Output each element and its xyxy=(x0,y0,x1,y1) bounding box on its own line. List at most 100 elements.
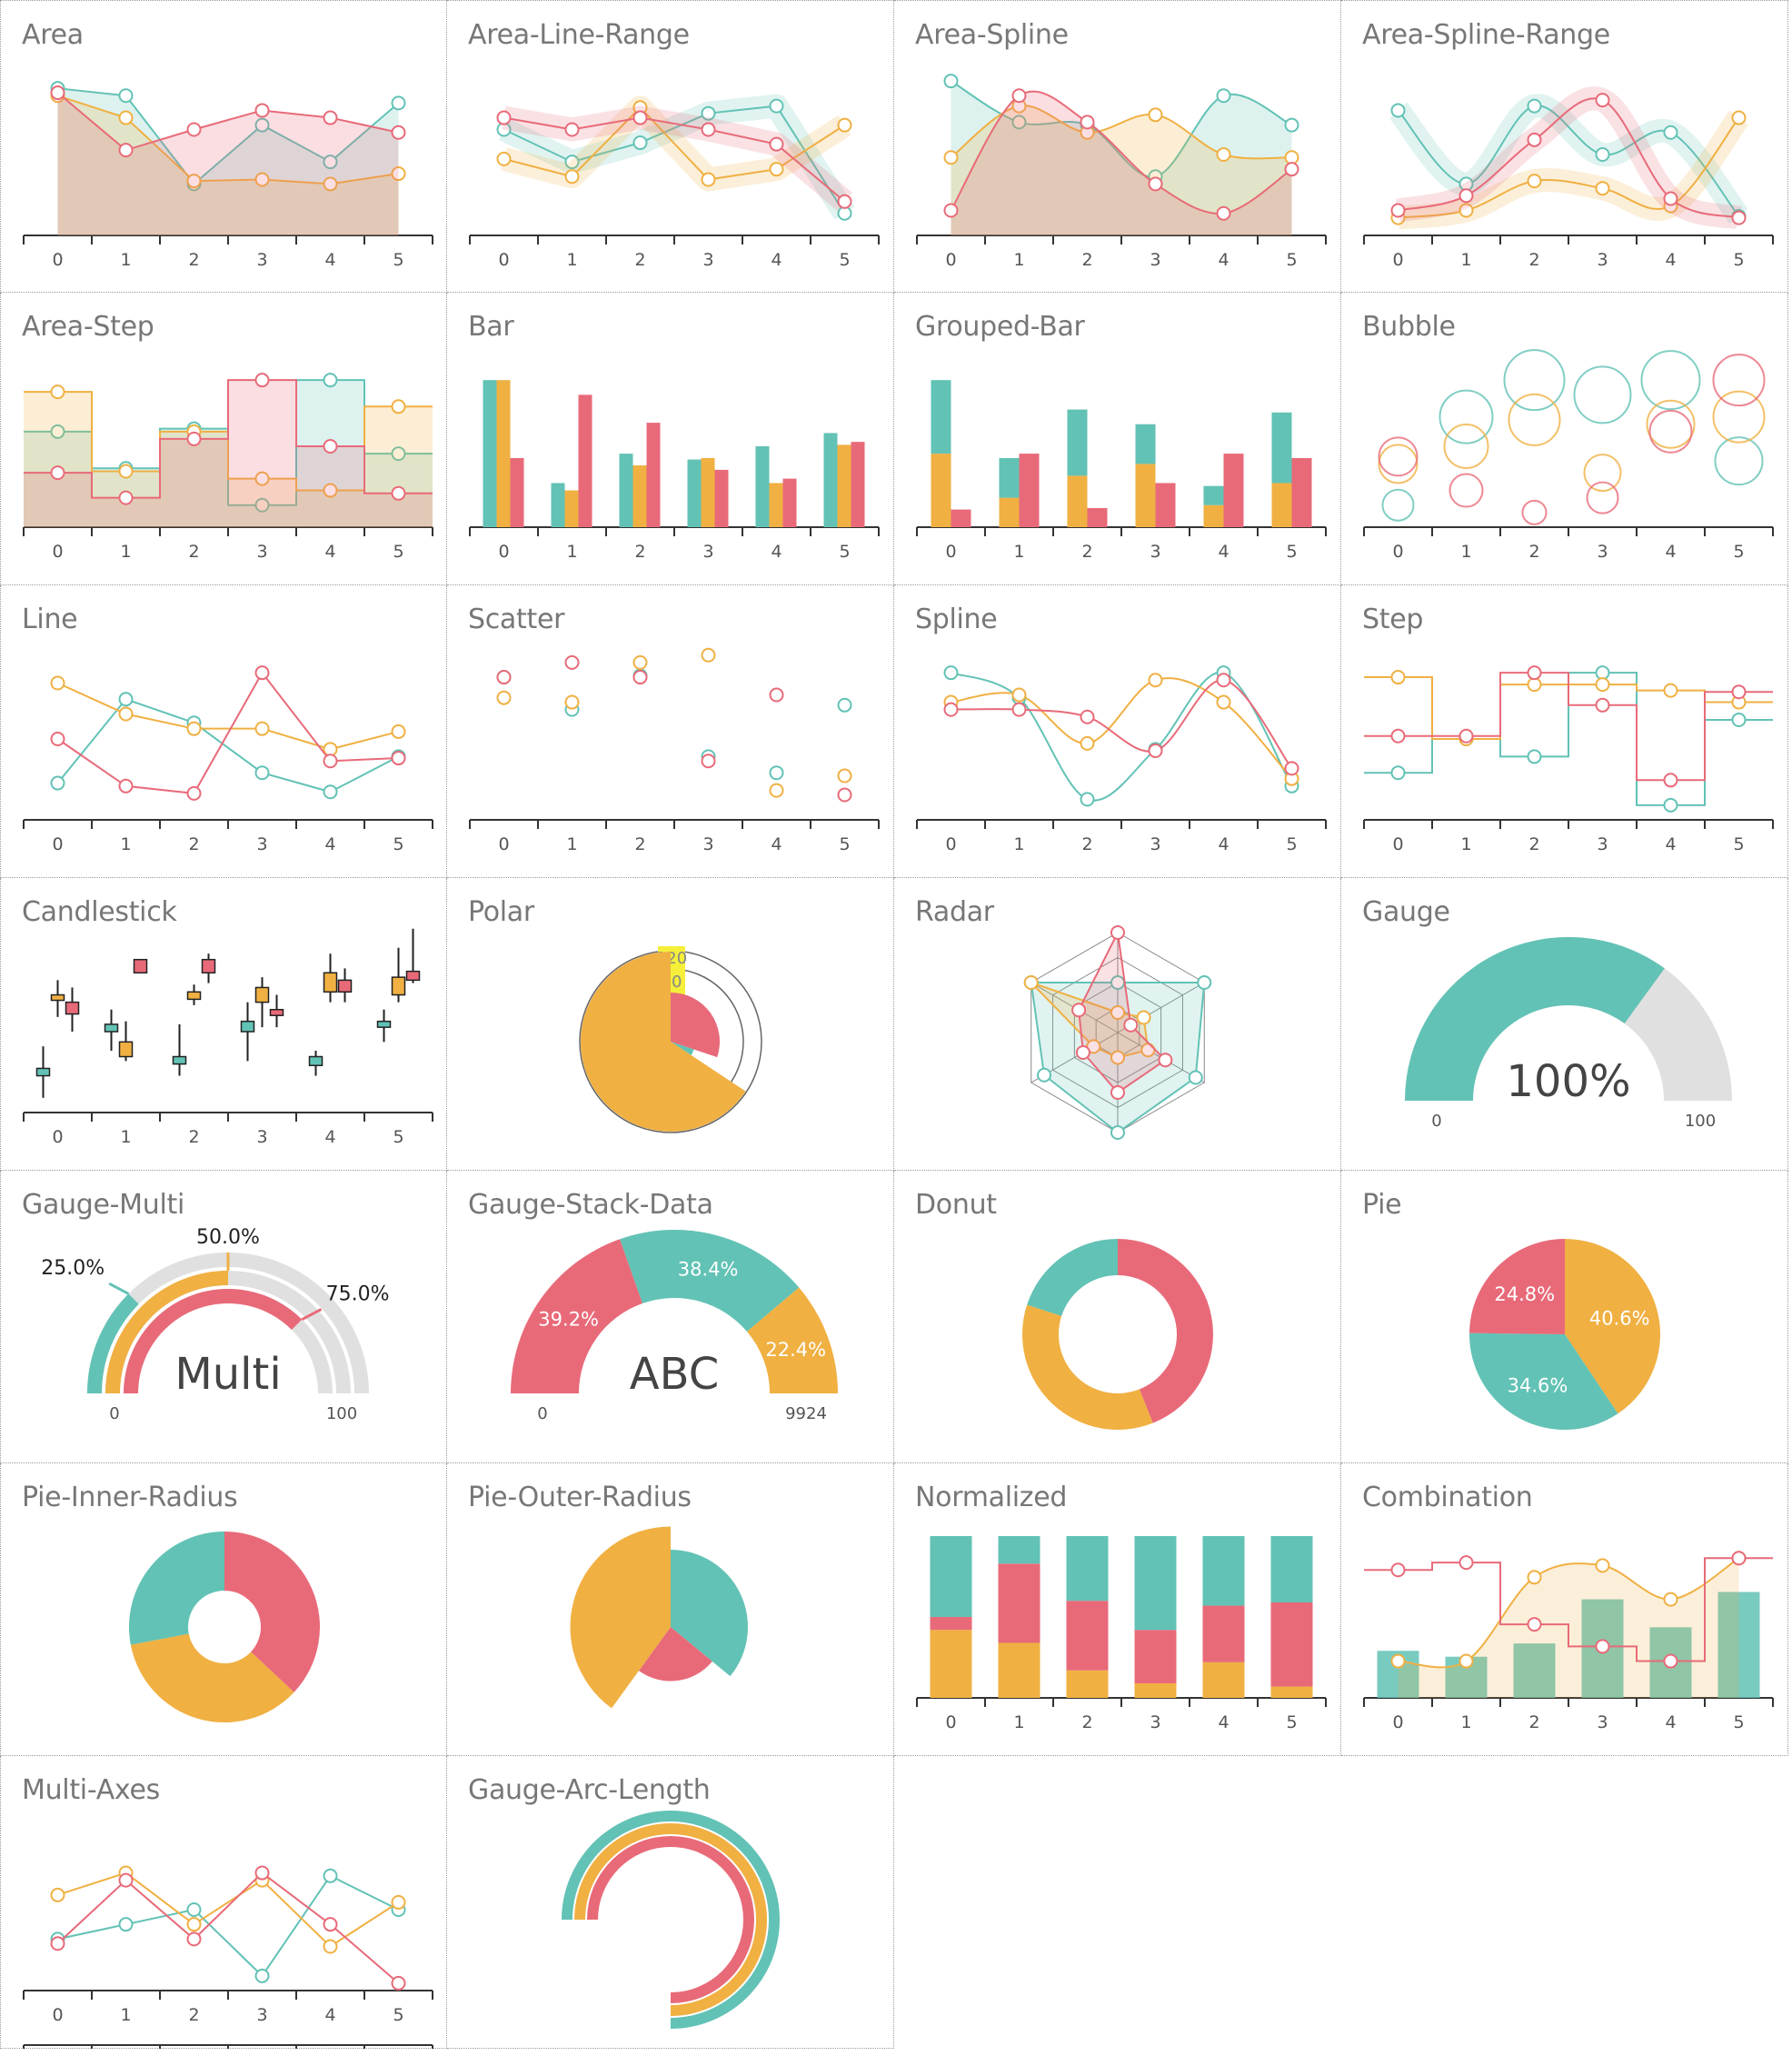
chart-panel-normalized: Normalized 0 1 2 3 4 5 xyxy=(894,1463,1341,1756)
data-point xyxy=(50,465,65,481)
data-point xyxy=(323,110,338,125)
panel-title: Area-Step xyxy=(22,311,154,343)
data-point xyxy=(837,697,852,713)
bar xyxy=(1135,464,1156,527)
bubble xyxy=(1583,454,1622,493)
data-point xyxy=(254,117,270,133)
data-point xyxy=(1080,735,1095,751)
pie-slice xyxy=(128,1532,224,1645)
x-tick-label: 0 xyxy=(52,834,63,854)
bar-segment xyxy=(998,1642,1040,1698)
data-point xyxy=(1284,117,1299,133)
data-point xyxy=(118,143,134,158)
pie-slice xyxy=(671,1550,748,1677)
x-tick-label: 0 xyxy=(1392,834,1403,854)
data-point xyxy=(1663,683,1678,698)
series-line xyxy=(1364,1557,1773,1662)
x-tick-label: 2 xyxy=(1081,542,1092,562)
x-tick-label: 3 xyxy=(1150,250,1160,270)
data-point xyxy=(1188,1070,1203,1085)
x-tick-label: 1 xyxy=(1460,542,1471,562)
data-point xyxy=(1595,677,1610,693)
data-point xyxy=(496,110,512,125)
series-line xyxy=(57,1874,399,1978)
data-point xyxy=(632,110,648,125)
chart-panel-area-spline: Area-Spline 0 1 2 3 4 5 xyxy=(894,0,1341,293)
data-point xyxy=(186,1931,202,1947)
pie-slice-label: 34.6% xyxy=(1508,1374,1568,1396)
x-tick-label: 0 xyxy=(945,834,956,854)
data-point xyxy=(1216,673,1231,688)
chart-panel-grouped-bar: Grouped-Bar 0 1 2 3 4 5 xyxy=(894,293,1341,585)
bubble xyxy=(1646,399,1696,449)
panel-title: Polar xyxy=(468,896,534,928)
chart-panel-scatter: Scatter 0 1 2 3 4 5 xyxy=(447,585,894,878)
data-point xyxy=(118,490,134,505)
data-point xyxy=(564,694,580,710)
data-point xyxy=(1458,188,1474,204)
data-point xyxy=(632,654,648,670)
panel-title: Normalized xyxy=(915,1482,1068,1513)
chart-canvas: 0 1 2 3 4 5 xyxy=(23,928,433,1147)
series-line xyxy=(1397,105,1740,217)
x-tick-label: 2 xyxy=(634,834,645,854)
bubble xyxy=(1712,390,1766,444)
bar xyxy=(1203,504,1224,527)
gauge-max-label: 100 xyxy=(1685,1112,1716,1131)
data-point xyxy=(1037,1067,1052,1083)
data-point xyxy=(186,431,202,446)
data-point xyxy=(50,1936,65,1951)
gauge-fill xyxy=(124,1289,303,1393)
area-fill xyxy=(57,95,399,235)
data-point xyxy=(118,1872,134,1888)
chart-panel-polar: Polar 120906030 xyxy=(447,878,894,1171)
x-tick-label: 1 xyxy=(566,250,577,270)
data-point xyxy=(50,85,65,101)
panel-title: Area-Spline xyxy=(915,19,1069,51)
x-tick-label: 5 xyxy=(839,250,850,270)
bar xyxy=(1271,483,1292,527)
bubble xyxy=(1378,444,1419,484)
data-point xyxy=(254,497,270,513)
data-point xyxy=(701,122,716,137)
x-tick-label: 5 xyxy=(1286,250,1297,270)
chart-panel-area-spline-range: Area-Spline-Range 0 1 2 3 4 5 xyxy=(1341,0,1788,293)
bar-segment xyxy=(1202,1536,1245,1606)
x-tick-label: 5 xyxy=(393,250,403,270)
bar xyxy=(687,459,702,527)
data-point xyxy=(254,1968,270,1983)
chart-canvas: 0 1 2 3 4 5 xyxy=(1363,1551,1774,1732)
data-point xyxy=(1390,670,1406,685)
area-fill xyxy=(24,380,433,527)
x-tick-label: 5 xyxy=(393,542,403,562)
x-tick-label: 1 xyxy=(1013,834,1024,854)
chart-panel-multi-axes: Multi-Axes0123450.51.52.53.54.5 xyxy=(0,1756,447,2049)
gauge-max-label: 100 xyxy=(326,1404,357,1423)
chart-panel-pie-inner-radius: Pie-Inner-Radius xyxy=(0,1463,447,1756)
bar-segment xyxy=(998,1536,1040,1564)
x-tick-label: 4 xyxy=(1218,834,1229,854)
bar-segment xyxy=(1270,1686,1313,1698)
bar xyxy=(1135,424,1156,464)
candle-body xyxy=(323,972,338,993)
panel-title: Bar xyxy=(468,311,514,343)
data-point xyxy=(391,125,406,140)
pie-slice xyxy=(224,1532,320,1692)
candle-body xyxy=(104,1023,119,1033)
x-tick-label: 4 xyxy=(1665,542,1676,562)
data-point xyxy=(564,155,580,170)
gauge-pointer xyxy=(301,1308,323,1322)
x-tick-label: 1 xyxy=(1013,250,1024,270)
chart-panel-gauge-multi: Gauge-Multi 25.0% 50.0% 75.0% Multi 0 100 xyxy=(0,1171,447,1463)
data-point xyxy=(632,670,648,685)
panel-title: Gauge-Arc-Length xyxy=(468,1774,711,1806)
bubble xyxy=(1640,350,1701,411)
panel-title: Spline xyxy=(915,604,998,635)
x-tick-label: 1 xyxy=(566,834,577,854)
data-point xyxy=(837,205,852,221)
chart-canvas: 0 1 2 3 4 5 xyxy=(23,665,433,854)
series-line xyxy=(56,698,399,793)
bar xyxy=(999,457,1020,498)
x-tick-label: 0 xyxy=(945,250,956,270)
chart-canvas xyxy=(1022,1239,1213,1430)
